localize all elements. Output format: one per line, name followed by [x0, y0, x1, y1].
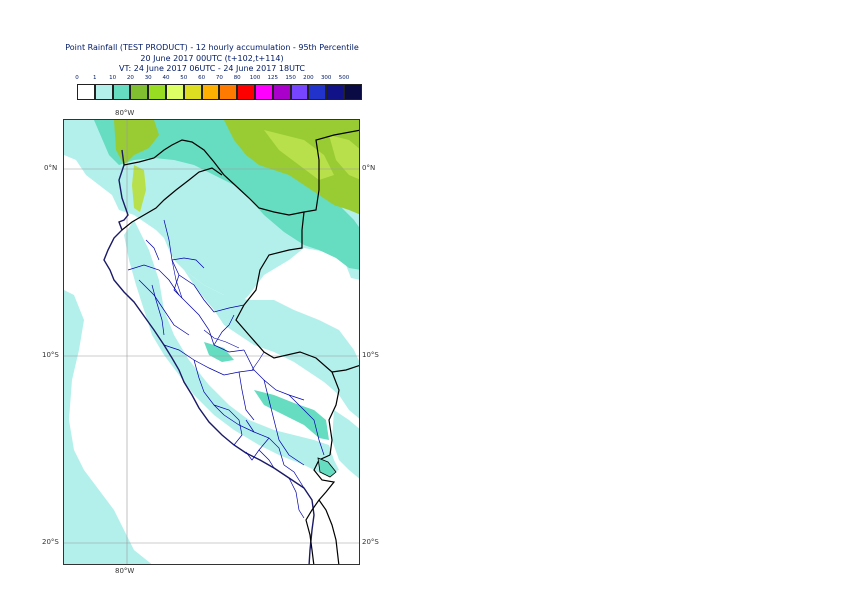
legend-color-swatch	[166, 84, 184, 100]
legend-threshold-label: 50	[180, 75, 188, 81]
legend-threshold-label: 125	[267, 75, 279, 81]
lake-titicaca	[317, 457, 337, 478]
rain-area-teal-ridge	[254, 390, 329, 440]
lon-label-top: 80°W	[115, 109, 135, 117]
legend-threshold-label: 300	[320, 75, 332, 81]
base-time: 20 June 2017 00UTC (t+102,t+114)	[140, 54, 284, 63]
legend-color-swatch	[94, 84, 113, 100]
valid-time: VT: 24 June 2017 06UTC - 24 June 2017 18…	[119, 64, 305, 73]
legend-threshold-label: 40	[162, 75, 170, 81]
legend-color-swatch	[219, 84, 238, 100]
legend-threshold-label: 10	[109, 75, 117, 81]
legend-color-swatch	[130, 84, 149, 100]
rain-area-light-cyan-west	[64, 290, 152, 564]
legend-threshold-label: 150	[285, 75, 296, 81]
rain-area-green-nw	[114, 120, 159, 165]
legend-color-swatch	[308, 84, 327, 100]
legend-color-swatch	[112, 84, 131, 100]
border-ecuador-colombia	[123, 129, 359, 216]
region-borders	[127, 219, 325, 519]
legend-color-swatch	[183, 84, 202, 100]
map-canvas	[64, 120, 359, 564]
legend-threshold-label: 200	[303, 75, 314, 81]
legend-threshold-label: 100	[249, 75, 261, 81]
chart-title: Point Rainfall (TEST PRODUCT) - 12 hourl…	[65, 43, 359, 52]
legend-threshold-label: 60	[198, 75, 206, 81]
lat-label-20s-left: 20°S	[42, 538, 59, 546]
legend-color-swatch	[201, 84, 220, 100]
legend-threshold-label: 1	[93, 75, 97, 81]
legend-threshold-label: 20	[126, 75, 134, 81]
rain-area-light-cyan-se	[332, 410, 359, 479]
legend-color-swatch	[290, 84, 309, 100]
border-east-brazil	[331, 365, 359, 373]
legend-threshold-label: 80	[233, 75, 241, 81]
lat-label-0-right: 0°N	[362, 164, 376, 172]
legend-color-swatch	[326, 84, 344, 100]
legend-color-swatch	[344, 84, 362, 100]
rain-area-yellowgreen-2	[329, 135, 359, 180]
legend-threshold-label: 500	[338, 75, 350, 81]
legend-color-swatch	[148, 84, 166, 100]
border-bolivia-chile	[318, 499, 340, 564]
rainfall-map	[63, 119, 360, 565]
legend-color-swatch	[237, 84, 255, 100]
border-peru-north	[121, 167, 223, 231]
legend-threshold-label: 30	[144, 75, 152, 81]
legend-threshold-label: 0	[75, 75, 79, 81]
rain-area-yellowgreen-3	[132, 165, 146, 212]
legend-color-swatch	[272, 84, 291, 100]
legend-color-swatch	[255, 84, 273, 100]
rain-area-light-cyan-central	[184, 270, 359, 419]
lat-label-10s-left: 10°S	[42, 351, 59, 359]
border-peru-bolivia	[305, 454, 336, 564]
coastline	[103, 149, 315, 564]
rain-area-yellowgreen-1	[264, 130, 334, 180]
rain-area-light-cyan-andes	[124, 220, 339, 475]
legend-threshold-label: 70	[215, 75, 223, 81]
rain-area-teal-spot	[204, 342, 234, 362]
rain-area-green-ne	[224, 120, 359, 215]
border-peru-brazil	[235, 211, 340, 456]
lat-label-0-left: 0°N	[44, 164, 58, 172]
lon-label-bottom: 80°W	[115, 567, 135, 575]
rivers	[171, 259, 265, 371]
lat-label-20s-right: 20°S	[362, 538, 379, 546]
lat-label-10s-right: 10°S	[362, 351, 379, 359]
legend-color-swatch	[77, 84, 95, 100]
